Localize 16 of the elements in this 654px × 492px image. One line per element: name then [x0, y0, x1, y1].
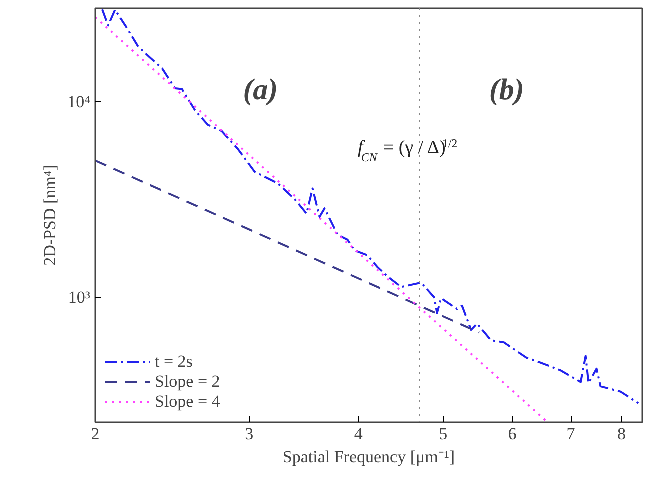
legend-label: Slope = 2 — [155, 372, 220, 392]
x-tick-label: 5 — [439, 424, 448, 444]
y-axis-title: 2D-PSD [nm⁴] — [40, 165, 60, 266]
legend-label: t = 2s — [155, 352, 193, 372]
y-tick-label: 10⁴ — [68, 92, 91, 112]
annotation: (a) — [243, 73, 278, 106]
x-tick-label: 6 — [508, 424, 517, 444]
x-tick-label: 3 — [245, 424, 254, 444]
x-axis-title: Spatial Frequency [μm⁻¹] — [282, 448, 456, 466]
legend-label: Slope = 4 — [155, 392, 220, 412]
x-tick-label: 2 — [91, 424, 100, 444]
y-tick-label: 10³ — [68, 288, 91, 308]
annotation: (b) — [489, 73, 524, 106]
x-tick-label: 4 — [354, 424, 364, 444]
x-tick-label: 7 — [566, 424, 576, 444]
x-tick-label: 8 — [617, 424, 626, 444]
